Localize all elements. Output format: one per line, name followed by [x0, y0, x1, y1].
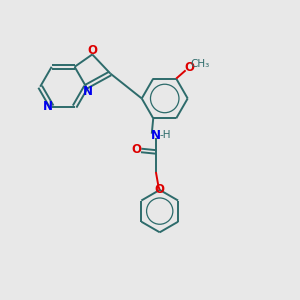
Text: O: O [88, 44, 98, 57]
Text: N: N [151, 129, 161, 142]
Text: N: N [43, 100, 53, 113]
Text: -H: -H [160, 130, 171, 140]
Text: O: O [155, 182, 165, 196]
Text: N: N [82, 85, 93, 98]
Text: CH₃: CH₃ [191, 59, 210, 69]
Text: O: O [184, 61, 194, 74]
Text: O: O [131, 143, 141, 156]
